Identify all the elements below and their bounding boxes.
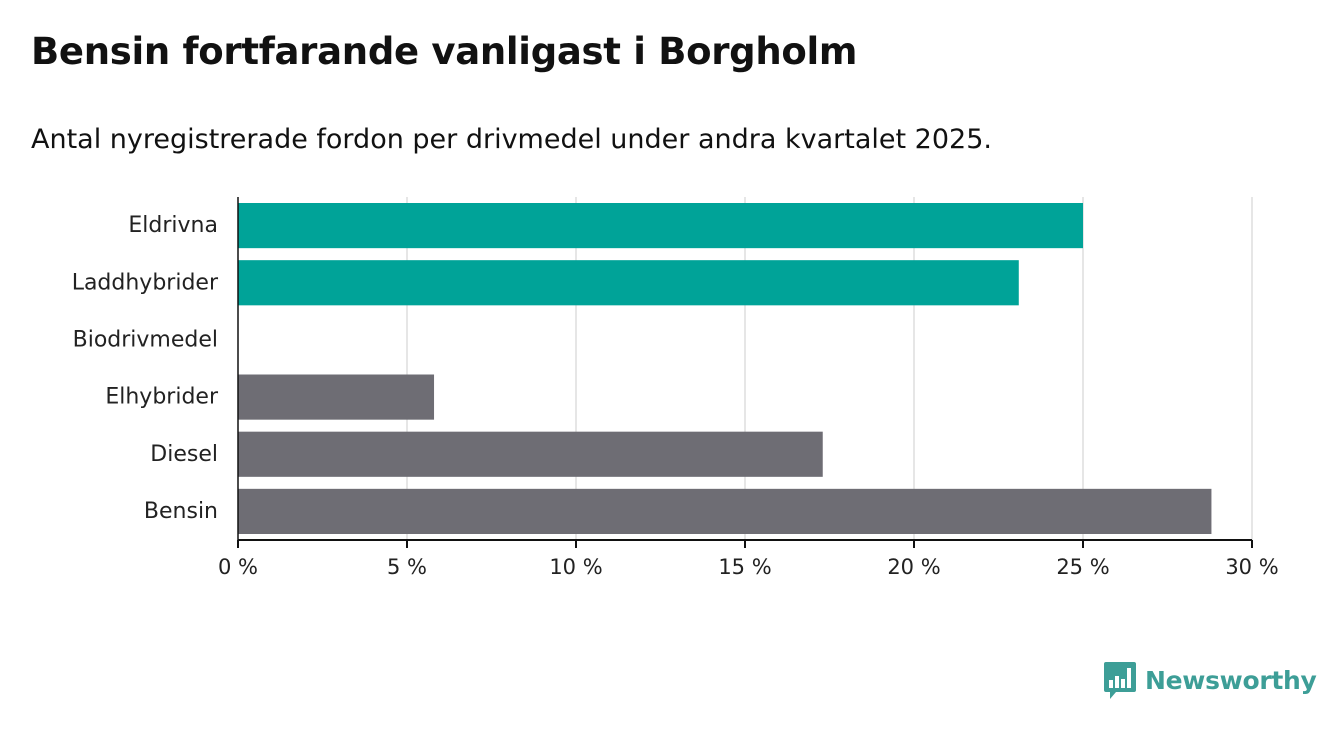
chart-title: Bensin fortfarande vanligast i Borgholm: [31, 30, 858, 73]
category-label: Laddhybrider: [72, 270, 219, 295]
brand-name: Newsworthy: [1145, 665, 1317, 695]
bar-diesel: [238, 431, 823, 477]
category-label: Eldrivna: [128, 213, 218, 238]
x-tick-label: 30 %: [1225, 555, 1278, 579]
x-tick-label: 5 %: [387, 555, 427, 579]
x-tick-label: 10 %: [549, 555, 602, 579]
category-label: Elhybrider: [105, 385, 219, 410]
chart-subtitle: Antal nyregistrerade fordon per drivmede…: [31, 124, 992, 155]
x-tick-label: 15 %: [718, 555, 771, 579]
category-label: Biodrivmedel: [73, 327, 218, 352]
bar-eldrivna: [238, 203, 1083, 249]
x-tick-label: 20 %: [887, 555, 940, 579]
newsworthy-bar-chart-bubble-icon: [1104, 662, 1136, 699]
bar-elhybrider: [238, 374, 435, 420]
x-tick-label: 0 %: [218, 555, 258, 579]
bar-laddhybrider: [238, 260, 1019, 306]
category-labels: Eldrivna Laddhybrider Biodrivmedel Elhybrid…: [72, 213, 219, 524]
category-label: Bensin: [144, 499, 218, 524]
x-tick-label: 25 %: [1056, 555, 1109, 579]
brand-logo: Newsworthy: [1103, 660, 1317, 700]
bars: [238, 203, 1212, 534]
grid-lines: [406, 197, 1253, 540]
x-axis: 0 % 5 % 10 % 15 % 20 % 25 % 30 %: [218, 197, 1279, 579]
category-label: Diesel: [150, 442, 218, 467]
bar-bensin: [238, 488, 1212, 534]
